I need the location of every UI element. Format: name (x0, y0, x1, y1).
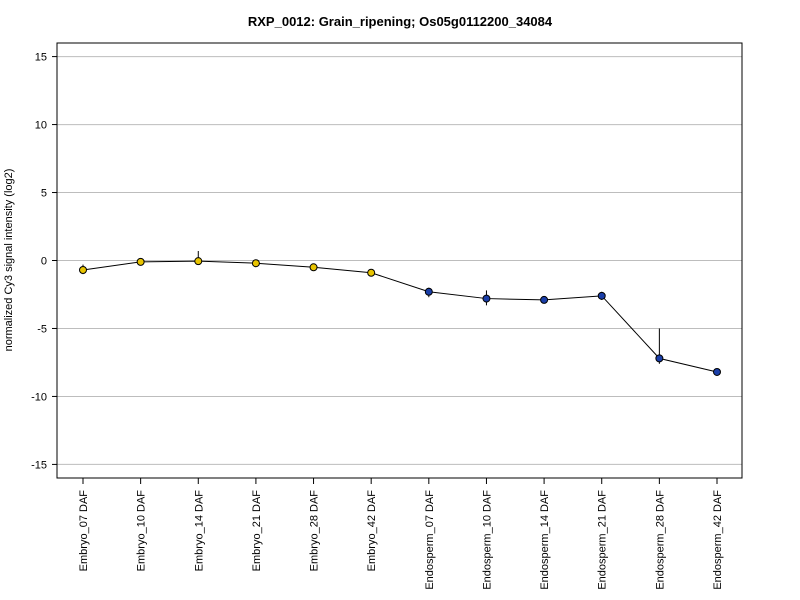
x-tick-label: Endosperm_07 DAF (424, 490, 436, 590)
data-point (251, 259, 260, 268)
x-tick-label: Embryo_21 DAF (251, 490, 263, 572)
data-point (655, 354, 664, 363)
x-tick-label: Endosperm_10 DAF (481, 490, 493, 590)
data-point (597, 291, 606, 300)
x-tick-label: Embryo_07 DAF (78, 490, 90, 572)
x-axis: Embryo_07 DAF Embryo_10 DAF Embryo_14 DAF E… (78, 478, 724, 590)
series-layer (79, 250, 721, 376)
y-tick-label: 0 (41, 256, 47, 268)
y-tick-label: -5 (37, 323, 47, 335)
x-tick-label: Endosperm_14 DAF (539, 490, 551, 590)
y-tick-label: 15 (35, 52, 47, 64)
x-tick-label: Endosperm_28 DAF (654, 490, 666, 590)
chart-title: RXP_0012: Grain_ripening; Os05g0112200_3… (248, 14, 553, 29)
grid-lines (57, 56, 742, 465)
y-axis: -15 -10 -5 0 5 10 15 (31, 52, 57, 471)
x-tick-label: Endosperm_21 DAF (597, 490, 609, 590)
y-tick-label: -15 (31, 459, 47, 471)
x-tick-label: Embryo_42 DAF (366, 490, 378, 572)
data-point (194, 257, 203, 266)
x-tick-label: Embryo_14 DAF (193, 490, 205, 572)
data-point (482, 294, 491, 303)
data-point (136, 257, 145, 266)
data-point (367, 268, 376, 277)
x-tick-label: Embryo_28 DAF (309, 490, 321, 572)
data-point (79, 266, 87, 275)
series-line (82, 260, 718, 373)
x-tick-label: Embryo_10 DAF (136, 490, 148, 572)
data-point (540, 295, 549, 304)
y-tick-label: 5 (41, 188, 47, 200)
y-axis-label: normalized Cy3 signal intensity (log2) (3, 169, 15, 352)
data-point (309, 263, 318, 272)
data-point (713, 367, 721, 376)
data-point (424, 287, 433, 296)
y-tick-label: 10 (35, 120, 47, 132)
y-tick-label: -10 (31, 391, 47, 403)
x-tick-label: Endosperm_42 DAF (712, 490, 724, 590)
